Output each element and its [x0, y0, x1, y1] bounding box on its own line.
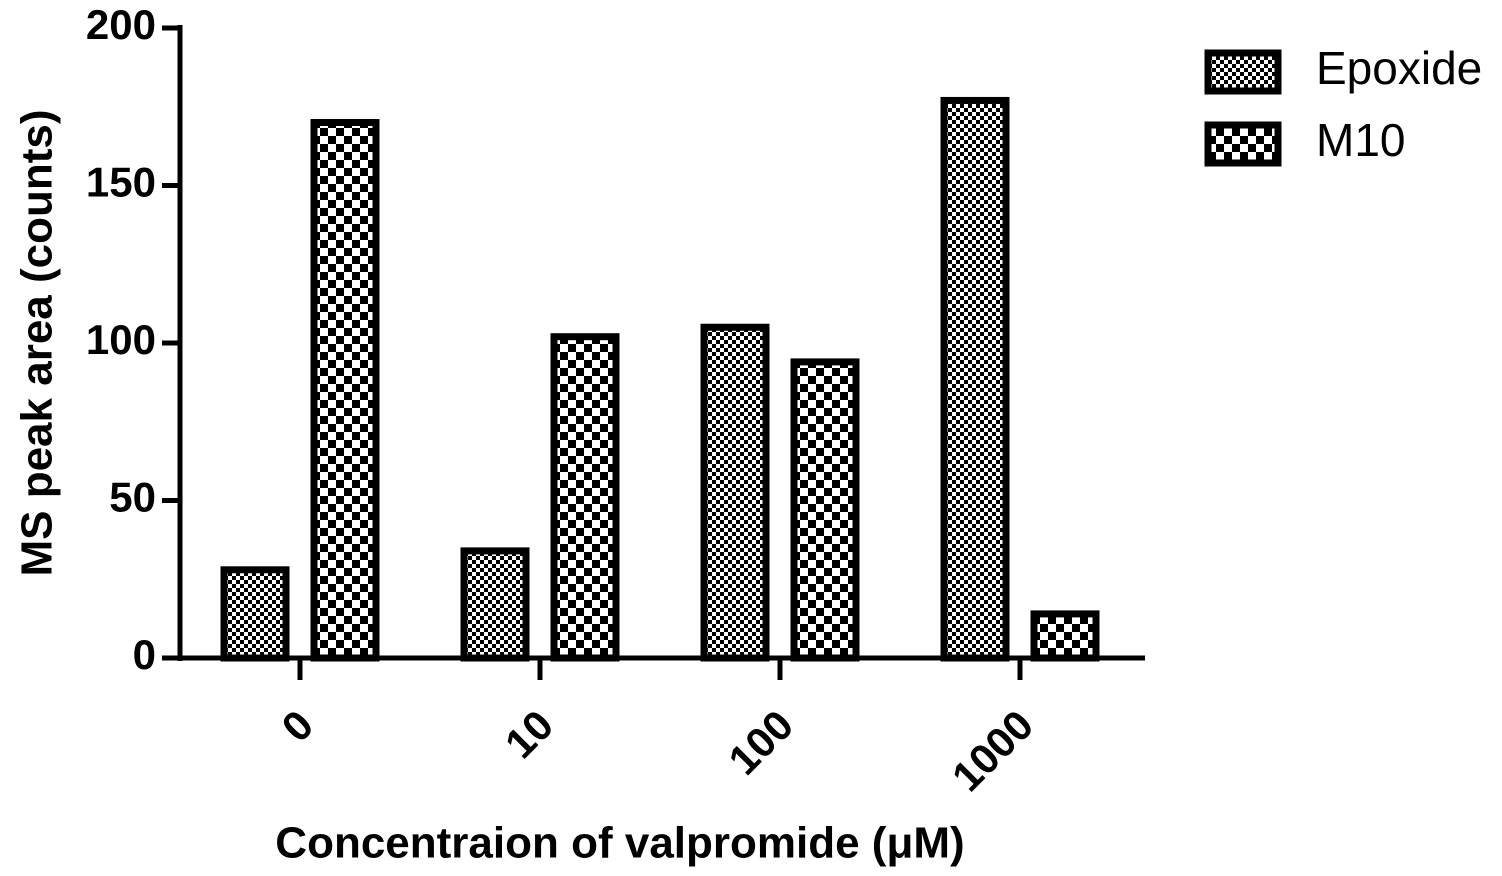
bar — [220, 566, 290, 662]
bar — [550, 333, 620, 662]
x-tick-label: 1000 — [943, 701, 1042, 800]
bar — [1030, 610, 1100, 662]
x-tick-label: 10 — [496, 701, 562, 767]
bar — [940, 96, 1010, 662]
bar — [460, 547, 530, 662]
legend-swatch — [1204, 121, 1282, 167]
bar — [310, 119, 380, 662]
y-tick-label: 100 — [86, 316, 156, 363]
y-tick-label: 50 — [109, 474, 156, 521]
y-tick-label: 200 — [86, 1, 156, 48]
y-tick-label: 150 — [86, 159, 156, 206]
bar — [790, 358, 860, 662]
y-tick-label: 0 — [133, 631, 156, 678]
x-tick-label: 0 — [272, 701, 322, 751]
legend-swatch — [1204, 49, 1282, 95]
legend-label: M10 — [1316, 114, 1405, 166]
x-tick-label: 100 — [719, 701, 802, 784]
bar — [700, 323, 770, 662]
y-axis-label: MS peak area (counts) — [13, 109, 62, 576]
x-axis-label: Concentraion of valpromide (μM) — [275, 819, 964, 868]
legend-label: Epoxide — [1316, 42, 1482, 94]
